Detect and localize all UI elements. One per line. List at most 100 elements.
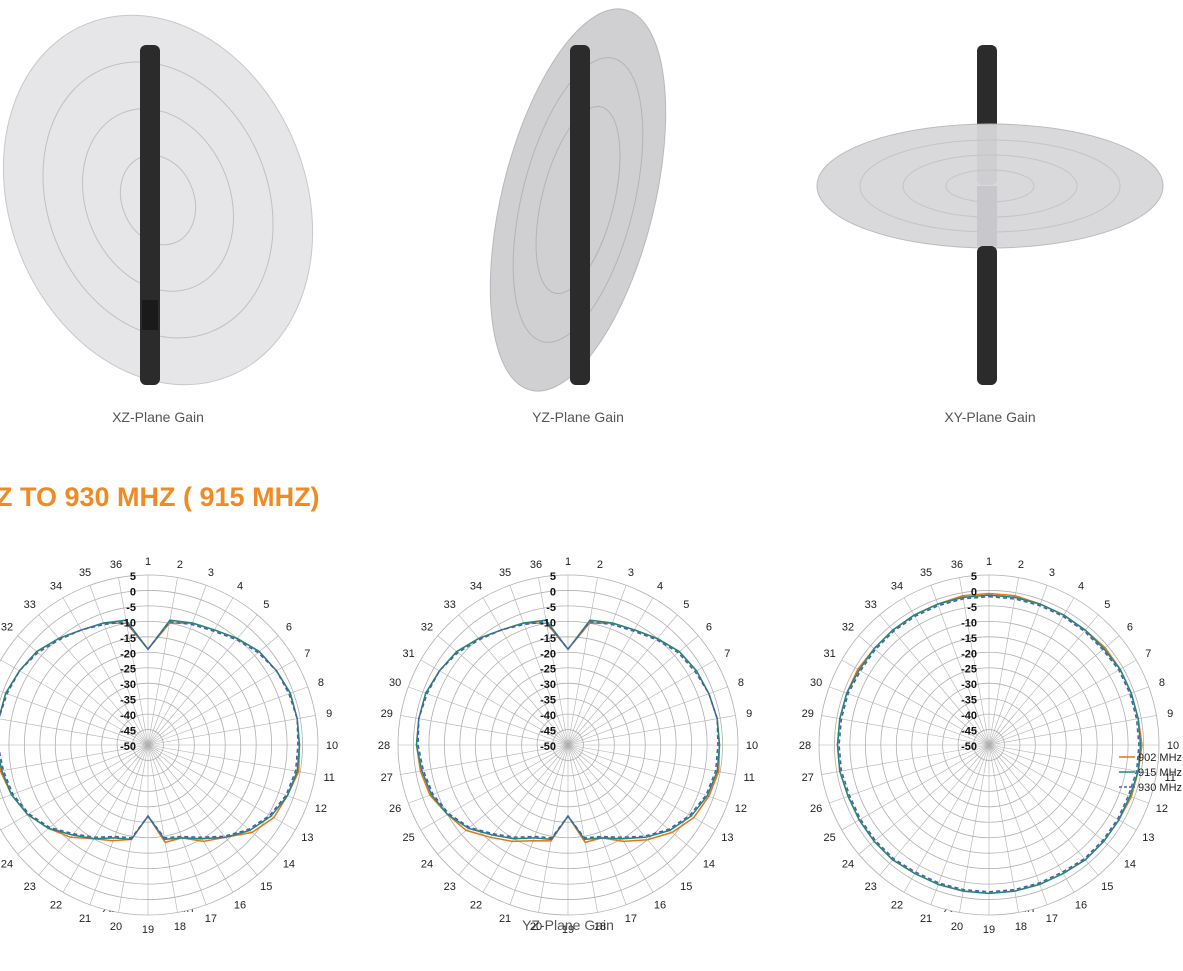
render-xy <box>817 45 1163 385</box>
angle-label: 18 <box>1015 921 1027 933</box>
radial-tick-label: -15 <box>961 633 977 645</box>
angle-label: 14 <box>283 858 295 870</box>
angle-label: 21 <box>920 913 932 925</box>
angle-label: 31 <box>824 648 836 660</box>
angle-label: 25 <box>824 832 836 844</box>
angle-label: 29 <box>381 708 393 720</box>
angle-label: 16 <box>234 899 246 911</box>
angle-label: 6 <box>286 622 292 634</box>
angle-label: 35 <box>499 567 511 579</box>
angle-label: 30 <box>389 677 401 689</box>
angle-label: 21 <box>499 913 511 925</box>
radial-tick-label: -50 <box>961 741 977 753</box>
angle-label: 14 <box>1124 858 1136 870</box>
radial-tick-label: -20 <box>120 648 136 660</box>
angle-label: 2 <box>597 559 603 571</box>
angle-label: 13 <box>721 832 733 844</box>
angle-label: 8 <box>1159 677 1165 689</box>
angle-label: 12 <box>735 803 747 815</box>
angle-label: 8 <box>738 677 744 689</box>
radial-tick-label: 0 <box>550 586 556 598</box>
legend-label: 902 MHz <box>1138 752 1182 764</box>
angle-label: 6 <box>1127 622 1133 634</box>
legend-label: 915 MHz <box>1138 767 1182 779</box>
angle-label: 27 <box>381 772 393 784</box>
angle-label: 3 <box>208 567 214 579</box>
angle-label: 26 <box>810 803 822 815</box>
radial-tick-label: -10 <box>120 617 136 629</box>
angle-label: 23 <box>444 881 456 893</box>
angle-label: 4 <box>657 581 663 593</box>
radial-tick-label: -5 <box>126 602 136 614</box>
radial-tick-label: -25 <box>540 664 556 676</box>
render-caption: XY-Plane Gain <box>944 409 1035 425</box>
angle-label: 32 <box>1 622 13 634</box>
angle-label: 9 <box>326 708 332 720</box>
render-caption: YZ-Plane Gain <box>532 409 624 425</box>
angle-label: 34 <box>50 581 62 593</box>
angle-label: 15 <box>680 881 692 893</box>
angle-label: 35 <box>79 567 91 579</box>
radial-tick-label: -15 <box>120 633 136 645</box>
radial-tick-label: 5 <box>550 571 556 583</box>
angle-label: 5 <box>263 599 269 611</box>
angle-label: 7 <box>1145 648 1151 660</box>
angle-label: 31 <box>403 648 415 660</box>
angle-label: 33 <box>24 599 36 611</box>
radial-tick-label: -45 <box>120 726 136 738</box>
angle-label: 4 <box>1078 581 1084 593</box>
render-caption: XZ-Plane Gain <box>112 409 204 425</box>
radial-tick-label: -40 <box>540 710 556 722</box>
radial-tick-label: -40 <box>120 710 136 722</box>
radial-tick-label: 0 <box>130 586 136 598</box>
angle-label: 16 <box>654 899 666 911</box>
angle-label: 21 <box>79 913 91 925</box>
radial-tick-label: -30 <box>961 679 977 691</box>
angle-label: 36 <box>110 559 122 571</box>
angle-label: 27 <box>802 772 814 784</box>
radial-tick-label: -20 <box>540 648 556 660</box>
angle-label: 13 <box>301 832 313 844</box>
angle-label: 11 <box>323 772 334 784</box>
radial-tick-label: -10 <box>540 617 556 629</box>
angle-label: 22 <box>50 899 62 911</box>
angle-label: 1 <box>986 556 992 568</box>
radial-tick-label: -50 <box>120 741 136 753</box>
radial-tick-label: -10 <box>961 617 977 629</box>
angle-label: 20 <box>110 921 122 933</box>
radial-tick-label: -35 <box>961 695 977 707</box>
radial-tick-label: -50 <box>540 741 556 753</box>
radial-tick-label: 5 <box>971 571 977 583</box>
angle-label: 4 <box>237 581 243 593</box>
angle-label: 22 <box>470 899 482 911</box>
angle-label: 9 <box>1167 708 1173 720</box>
radial-tick-label: -15 <box>540 633 556 645</box>
angle-label: 34 <box>470 581 482 593</box>
radial-tick-label: -45 <box>961 726 977 738</box>
angle-label: 34 <box>891 581 903 593</box>
angle-label: 18 <box>594 921 606 933</box>
angle-label: 20 <box>530 921 542 933</box>
angle-label: 23 <box>24 881 36 893</box>
radial-tick-label: -5 <box>546 602 556 614</box>
angle-label: 10 <box>1167 740 1179 752</box>
radial-tick-label: -5 <box>967 602 977 614</box>
angle-label: 32 <box>421 622 433 634</box>
radial-tick-label: -45 <box>540 726 556 738</box>
radial-tick-label: -20 <box>961 648 977 660</box>
angle-label: 19 <box>983 924 995 936</box>
angle-label: 8 <box>318 677 324 689</box>
angle-label: 20 <box>951 921 963 933</box>
angle-label: 5 <box>1104 599 1110 611</box>
angle-label: 24 <box>842 858 854 870</box>
radial-tick-label: -25 <box>961 664 977 676</box>
angle-label: 25 <box>403 832 415 844</box>
angle-label: 30 <box>810 677 822 689</box>
angle-label: 24 <box>1 858 13 870</box>
angle-label: 22 <box>891 899 903 911</box>
legend-label: 930 MHz <box>1138 782 1182 794</box>
radial-tick-label: -25 <box>120 664 136 676</box>
angle-label: 6 <box>706 622 712 634</box>
angle-label: 7 <box>724 648 730 660</box>
